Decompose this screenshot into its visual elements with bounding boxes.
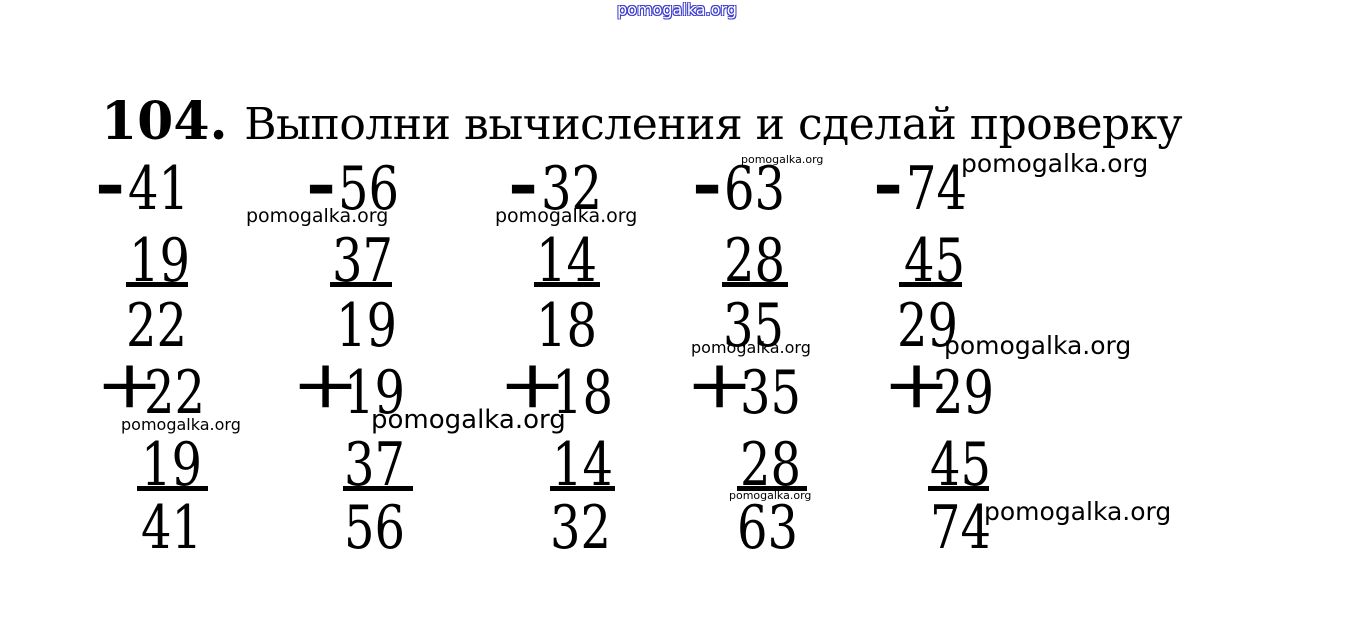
sum: 56	[344, 493, 406, 563]
minus-sign: -	[692, 145, 723, 223]
sum: 74	[930, 493, 992, 563]
minus-sign: -	[306, 145, 337, 223]
subtraction-line	[126, 282, 188, 287]
addend: 14	[552, 430, 614, 500]
difference: 22	[126, 291, 188, 361]
subtraction-line	[899, 282, 962, 287]
minuend: 32	[541, 154, 603, 224]
minuend: 74	[906, 154, 968, 224]
minuend: 56	[338, 154, 400, 224]
exercise-number: 104.	[101, 91, 228, 152]
addend: 19	[344, 358, 406, 428]
minuend: 41	[128, 154, 190, 224]
watermark: pomogalka.org	[741, 153, 824, 166]
addition-line	[137, 486, 208, 491]
addition-line	[928, 486, 989, 491]
subtrahend: 37	[332, 226, 394, 296]
plus-sign: +	[291, 346, 361, 423]
plus-sign: +	[685, 346, 755, 423]
subtrahend: 14	[536, 226, 598, 296]
watermark: pomogalka.org	[371, 405, 566, 435]
subtrahend: 28	[724, 226, 786, 296]
addend: 37	[344, 430, 406, 500]
addend: 35	[740, 358, 802, 428]
difference: 18	[536, 291, 598, 361]
plus-sign: +	[498, 346, 568, 423]
subtraction-line	[534, 282, 600, 287]
minus-sign: -	[508, 145, 539, 223]
difference: 35	[723, 291, 785, 361]
addition-line	[343, 486, 413, 491]
plus-sign: +	[882, 346, 952, 423]
addend: 45	[930, 430, 992, 500]
sum: 63	[737, 493, 799, 563]
sum: 32	[550, 493, 612, 563]
addend: 19	[141, 430, 203, 500]
exercise-title: 104. Выполни вычисления и сделай проверк…	[101, 96, 1183, 150]
subtrahend: 45	[904, 226, 966, 296]
subtraction-line	[722, 282, 788, 287]
watermark: pomogalka.org	[495, 205, 638, 227]
sum: 41	[141, 493, 203, 563]
addition-line	[550, 486, 615, 491]
watermark: pomogalka.org	[691, 338, 811, 357]
watermark: pomogalka.org	[121, 415, 241, 434]
minus-sign: -	[873, 145, 904, 223]
watermark-blue-top: pomogalka.org	[617, 0, 737, 19]
subtrahend: 19	[129, 226, 191, 296]
watermark: pomogalka.org	[944, 331, 1132, 360]
addend: 22	[144, 358, 206, 428]
minus-sign: -	[95, 145, 126, 223]
addend: 18	[552, 358, 614, 428]
addend: 29	[933, 358, 995, 428]
addend: 28	[740, 430, 802, 500]
watermark: pomogalka.org	[961, 149, 1149, 178]
watermark: pomogalka.org	[984, 497, 1172, 526]
minuend: 63	[724, 154, 786, 224]
plus-sign: +	[95, 346, 165, 423]
watermark: pomogalka.org	[729, 489, 812, 502]
difference: 29	[897, 291, 959, 361]
exercise-title-text: Выполни вычисления и сделай проверку	[244, 99, 1183, 150]
difference: 19	[336, 291, 398, 361]
addition-line	[737, 486, 807, 491]
watermark: pomogalka.org	[246, 205, 389, 227]
subtraction-line	[330, 282, 392, 287]
